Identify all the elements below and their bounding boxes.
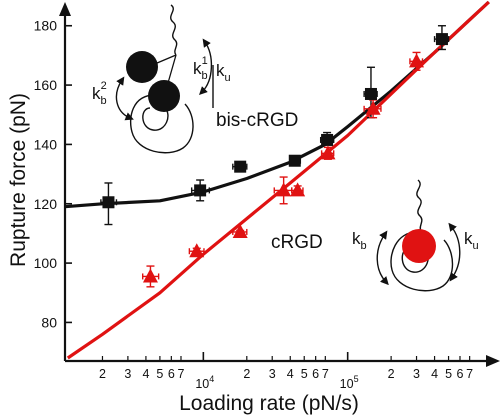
data-point-bis-crgd bbox=[288, 154, 301, 167]
data-point-bis-crgd bbox=[234, 160, 247, 173]
data-point-crgd bbox=[320, 145, 336, 160]
data-point-bis-crgd bbox=[364, 87, 377, 100]
x-minor-tick-label: 7 bbox=[466, 367, 473, 381]
label-ku-top: ku bbox=[216, 61, 231, 84]
y-axis-title: Rupture force (pN) bbox=[7, 93, 30, 267]
ku-arrow-icon bbox=[448, 222, 461, 282]
crgd-ligand-ball-icon bbox=[402, 229, 436, 263]
label-crgd: cRGD bbox=[271, 232, 323, 253]
label-kb1: kb1 bbox=[193, 55, 208, 82]
x-minor-tick-label: 3 bbox=[269, 367, 276, 381]
y-tick-label: 100 bbox=[34, 255, 58, 271]
y-tick-label: 120 bbox=[34, 196, 58, 212]
x-decade-label: 105 bbox=[340, 374, 359, 391]
data-point-crgd bbox=[290, 182, 306, 197]
x-decade-label: 104 bbox=[195, 374, 214, 391]
integrin-pocket-icon bbox=[142, 107, 169, 131]
data-point-crgd bbox=[142, 268, 158, 283]
x-minor-tick-label: 3 bbox=[124, 367, 131, 381]
fit-line-bis-crgd bbox=[64, 0, 490, 209]
crgd-schematic bbox=[376, 179, 461, 292]
x-axis-title: Loading rate (pN/s) bbox=[179, 392, 359, 415]
x-minor-tick-label: 6 bbox=[312, 367, 319, 381]
label-bis-crgd: bis-cRGD bbox=[216, 110, 298, 131]
label-ku: ku bbox=[464, 229, 479, 252]
ligand-ball-1-icon bbox=[126, 51, 158, 83]
data-markers bbox=[102, 33, 448, 283]
x-minor-tick-label: 4 bbox=[431, 367, 438, 381]
label-kb: kb bbox=[352, 229, 367, 252]
kb-arrow-icon bbox=[376, 230, 389, 286]
y-ticks: 80 100 120 140 160 180 bbox=[34, 18, 72, 330]
data-point-crgd bbox=[409, 53, 425, 68]
x-minor-tick-label: 5 bbox=[301, 367, 308, 381]
data-point-crgd bbox=[232, 223, 248, 238]
kb1-arrow-icon bbox=[199, 38, 213, 95]
kb2-arrow-icon bbox=[115, 76, 134, 121]
fit-curves bbox=[64, 0, 490, 360]
fit-line-crgd bbox=[66, 0, 490, 360]
y-axis-arrow bbox=[59, 2, 71, 16]
x-minor-tick-label: 2 bbox=[388, 367, 395, 381]
x-minor-tick-label: 7 bbox=[178, 367, 185, 381]
data-point-crgd bbox=[365, 100, 381, 115]
x-minor-tick-label: 5 bbox=[445, 367, 452, 381]
data-point-bis-crgd bbox=[194, 184, 207, 197]
bis-crgd-schematic bbox=[115, 4, 214, 154]
crgd-linker-icon bbox=[416, 179, 423, 232]
ligand-ball-2-icon bbox=[148, 80, 180, 112]
label-kb2: kb2 bbox=[92, 80, 107, 107]
x-minor-tick-label: 3 bbox=[413, 367, 420, 381]
linker-wiggle-icon bbox=[170, 4, 178, 56]
y-tick-label: 160 bbox=[34, 77, 58, 93]
data-point-crgd bbox=[276, 182, 292, 197]
x-minor-tick-label: 4 bbox=[287, 367, 294, 381]
x-minor-tick-label: 2 bbox=[99, 367, 106, 381]
data-point-crgd bbox=[189, 243, 205, 258]
x-minor-tick-label: 2 bbox=[243, 367, 250, 381]
y-tick-label: 80 bbox=[41, 314, 57, 330]
x-minor-tick-label: 6 bbox=[168, 367, 175, 381]
x-minor-tick-label: 7 bbox=[322, 367, 329, 381]
data-point-bis-crgd bbox=[321, 133, 334, 146]
data-point-bis-crgd bbox=[102, 196, 115, 209]
data-point-bis-crgd bbox=[435, 33, 448, 46]
x-minor-tick-label: 5 bbox=[156, 367, 163, 381]
y-tick-label: 180 bbox=[34, 18, 58, 34]
x-minor-tick-label: 6 bbox=[457, 367, 464, 381]
x-axis-arrow bbox=[486, 355, 500, 367]
x-minor-tick-label: 4 bbox=[142, 367, 149, 381]
y-tick-label: 140 bbox=[34, 136, 58, 152]
